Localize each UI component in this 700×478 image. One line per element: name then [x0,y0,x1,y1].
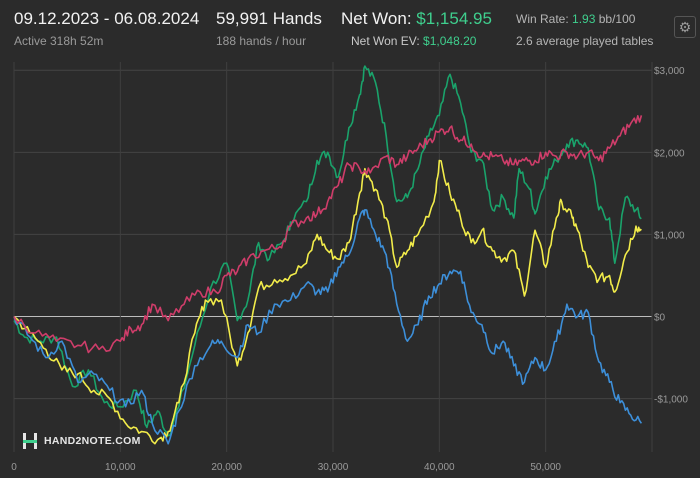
net-won-block: Net Won: $1,154.95 Net Won EV: $1,048.20 [341,8,492,50]
x-tick-label: 50,000 [530,462,561,473]
net-won-ev-value: $1,048.20 [423,34,477,48]
win-rate-label: Win Rate: [516,12,569,26]
y-tick-label: -$1,000 [654,395,688,406]
x-tick-label: 10,000 [105,462,136,473]
net-won-line: Net Won: $1,154.95 [341,8,492,30]
series-line-1 [13,159,642,445]
logo-text: HAND2NOTE.COM [44,435,141,447]
hands-block: 59,991 Hands 188 hands / hour [216,8,322,50]
y-tick-label: $1,000 [654,230,685,241]
series-line-0 [13,65,642,437]
date-range: 09.12.2023 - 06.08.2024 [14,9,200,28]
hands-count: 59,991 Hands [216,9,322,28]
x-tick-label: 20,000 [211,462,242,473]
date-range-block: 09.12.2023 - 06.08.2024 Active 318h 52m [14,8,199,50]
stats-header: 09.12.2023 - 06.08.2024 Active 318h 52m … [0,0,700,56]
hand2note-logo-icon [23,433,37,449]
chart-series [13,65,643,445]
net-won-ev-line: Net Won EV: $1,048.20 [341,32,492,50]
hand2note-logo: HAND2NOTE.COM [22,430,141,452]
net-won-label: Net Won: [341,9,412,28]
series-line-2 [13,209,643,445]
avg-tables: 2.6 average played tables [516,34,654,48]
y-tick-label: $0 [654,313,666,324]
net-won-value: $1,154.95 [416,9,492,28]
y-axis-ticks: $3,000 $2,000 $1,000 $0 -$1,000 [654,66,688,405]
x-tick-label: 30,000 [318,462,349,473]
x-tick-label: 0 [11,462,17,473]
hands-per-hour: 188 hands / hour [216,34,307,48]
x-axis-ticks: 0 10,000 20,000 30,000 40,000 50,000 [11,462,561,473]
win-rate-value: 1.93 [572,12,596,26]
win-rate-line: Win Rate: 1.93 bb/100 [516,8,653,30]
gear-icon[interactable]: ⚙ [674,16,696,38]
active-time: Active 318h 52m [14,34,104,48]
win-rate-unit: bb/100 [598,12,636,26]
y-tick-label: $2,000 [654,148,685,159]
x-tick-label: 40,000 [424,462,455,473]
win-rate-block: Win Rate: 1.93 bb/100 2.6 average played… [516,8,653,50]
series-line-3 [13,115,643,354]
net-won-ev-label: Net Won EV: [351,34,420,48]
y-tick-label: $3,000 [654,66,685,77]
